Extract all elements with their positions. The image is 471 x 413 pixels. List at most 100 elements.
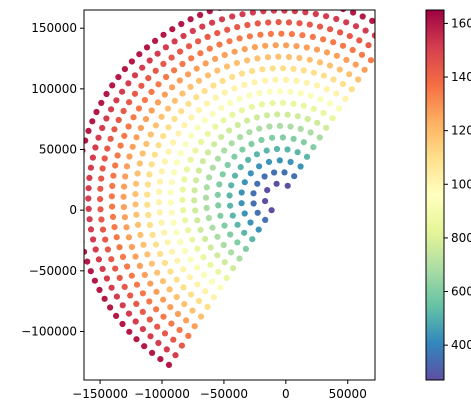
- scatter-point-563: [113, 312, 120, 319]
- scatter-point-394: [176, 326, 183, 334]
- scatter-point-257: [316, 59, 324, 66]
- scatter-point-270: [187, 83, 194, 90]
- scatter-point-402: [316, 23, 324, 30]
- scatter-point-258: [306, 56, 313, 63]
- scatter-point-379: [108, 193, 115, 200]
- scatter-point-387: [128, 272, 135, 279]
- scatter-point-418: [160, 60, 167, 67]
- scatter-point-395: [185, 332, 192, 339]
- scatter-point-26: [303, 153, 311, 160]
- scatter-point-428: [104, 145, 111, 152]
- scatter-point-523: [247, 0, 253, 4]
- scatter-point-420: [145, 75, 152, 82]
- scatter-point-401: [327, 26, 334, 33]
- scatter-point-245: [157, 250, 164, 257]
- scatter-point-135: [189, 236, 196, 243]
- y-axis: −100000 −50000 0 50000 100000 150000: [21, 21, 84, 338]
- scatter-point-197: [158, 168, 166, 175]
- scatter-point-377: [110, 172, 117, 179]
- scatter-point-58: [227, 231, 234, 238]
- scatter-point-417: [168, 54, 175, 61]
- scatter-point-522: [258, 0, 264, 3]
- scatter-point-174: [217, 284, 224, 291]
- scatter-point-196: [161, 158, 168, 165]
- scatter-point-81: [220, 241, 227, 249]
- scatter-point-215: [320, 72, 327, 79]
- scatter-point-159: [177, 150, 184, 157]
- scatter-point-356: [257, 31, 264, 38]
- scatter-point-133: [182, 217, 189, 224]
- scatter-point-158: [182, 141, 189, 148]
- scatter-point-425: [115, 116, 122, 124]
- scatter-point-74: [206, 174, 213, 181]
- scatter-point-27: [294, 149, 301, 156]
- scatter-point-494: [90, 236, 97, 243]
- scatter-point-415: [185, 43, 193, 50]
- scatter-point-308: [251, 44, 258, 51]
- scatter-point-192: [181, 122, 188, 129]
- scatter-point-355: [267, 30, 274, 37]
- scatter-point-351: [309, 33, 316, 41]
- scatter-point-89: [274, 111, 281, 118]
- scatter-point-193: [175, 130, 182, 137]
- scatter-point-276: [147, 131, 154, 138]
- scatter-point-237: [146, 171, 153, 178]
- scatter-point-51: [224, 161, 231, 169]
- scatter-point-511: [369, 17, 375, 24]
- scatter-point-76: [202, 194, 210, 201]
- scatter-point-268: [204, 72, 212, 79]
- scatter-point-283: [132, 201, 139, 208]
- scatter-point-98: [199, 158, 206, 165]
- scatter-point-316: [176, 77, 183, 84]
- scatter-point-424: [120, 107, 127, 115]
- scatter-point-264: [244, 57, 251, 64]
- scatter-point-119: [248, 103, 255, 110]
- scatter-point-480: [113, 97, 120, 104]
- scatter-point-271: [179, 90, 186, 97]
- y-tick-label-1: −50000: [29, 264, 77, 278]
- scatter-point-348: [339, 42, 347, 49]
- scatter-point-403: [306, 21, 313, 28]
- scatter-point-374: [117, 142, 124, 149]
- scatter-point-491: [85, 205, 92, 212]
- scatter-point-303: [303, 44, 310, 51]
- scatter-point-570: [165, 361, 173, 368]
- scatter-point-12: [254, 209, 261, 216]
- scatter-point-518: [299, 0, 305, 3]
- scatter-point-549: [74, 178, 80, 184]
- scatter-point-476: [139, 64, 146, 71]
- scatter-point-419: [152, 67, 159, 74]
- x-tick-label-3: 0: [282, 387, 290, 401]
- scatter-point-485: [92, 144, 99, 151]
- scatter-point-130: [179, 186, 186, 193]
- scatter-point-544: [85, 127, 92, 134]
- scatter-point-391: [153, 306, 160, 313]
- scatter-point-113: [310, 105, 317, 112]
- scatter-point-385: [119, 253, 127, 260]
- scatter-point-83: [236, 255, 243, 262]
- scatter-point-255: [336, 66, 343, 73]
- scatter-point-107: [207, 244, 214, 251]
- scatter-point-9: [254, 180, 261, 187]
- scatter-point-223: [238, 70, 246, 77]
- scatter-point-473: [162, 44, 169, 51]
- scatter-point-253: [355, 76, 362, 83]
- scatter-point-173: [208, 278, 215, 285]
- scatter-point-493: [87, 226, 95, 233]
- scatter-point-80: [214, 233, 221, 240]
- scatter-point-373: [121, 132, 128, 139]
- scatter-point-298: [352, 61, 359, 68]
- scatter-point-240: [144, 201, 151, 208]
- scatter-point-302: [313, 46, 321, 53]
- colorbar-tick-label-4: 1200: [451, 124, 471, 138]
- scatter-point-508: [172, 352, 179, 359]
- scatter-point-219: [280, 65, 287, 72]
- scatter-point-556: [84, 248, 88, 255]
- scatter-point-214: [330, 76, 337, 83]
- scatter-point-488: [86, 174, 93, 181]
- scatter-point-194: [169, 139, 177, 146]
- scatter-point-472: [171, 38, 178, 45]
- scatter-point-503: [132, 318, 139, 325]
- scatter-point-204: [164, 239, 171, 246]
- scatter-point-25: [255, 226, 262, 233]
